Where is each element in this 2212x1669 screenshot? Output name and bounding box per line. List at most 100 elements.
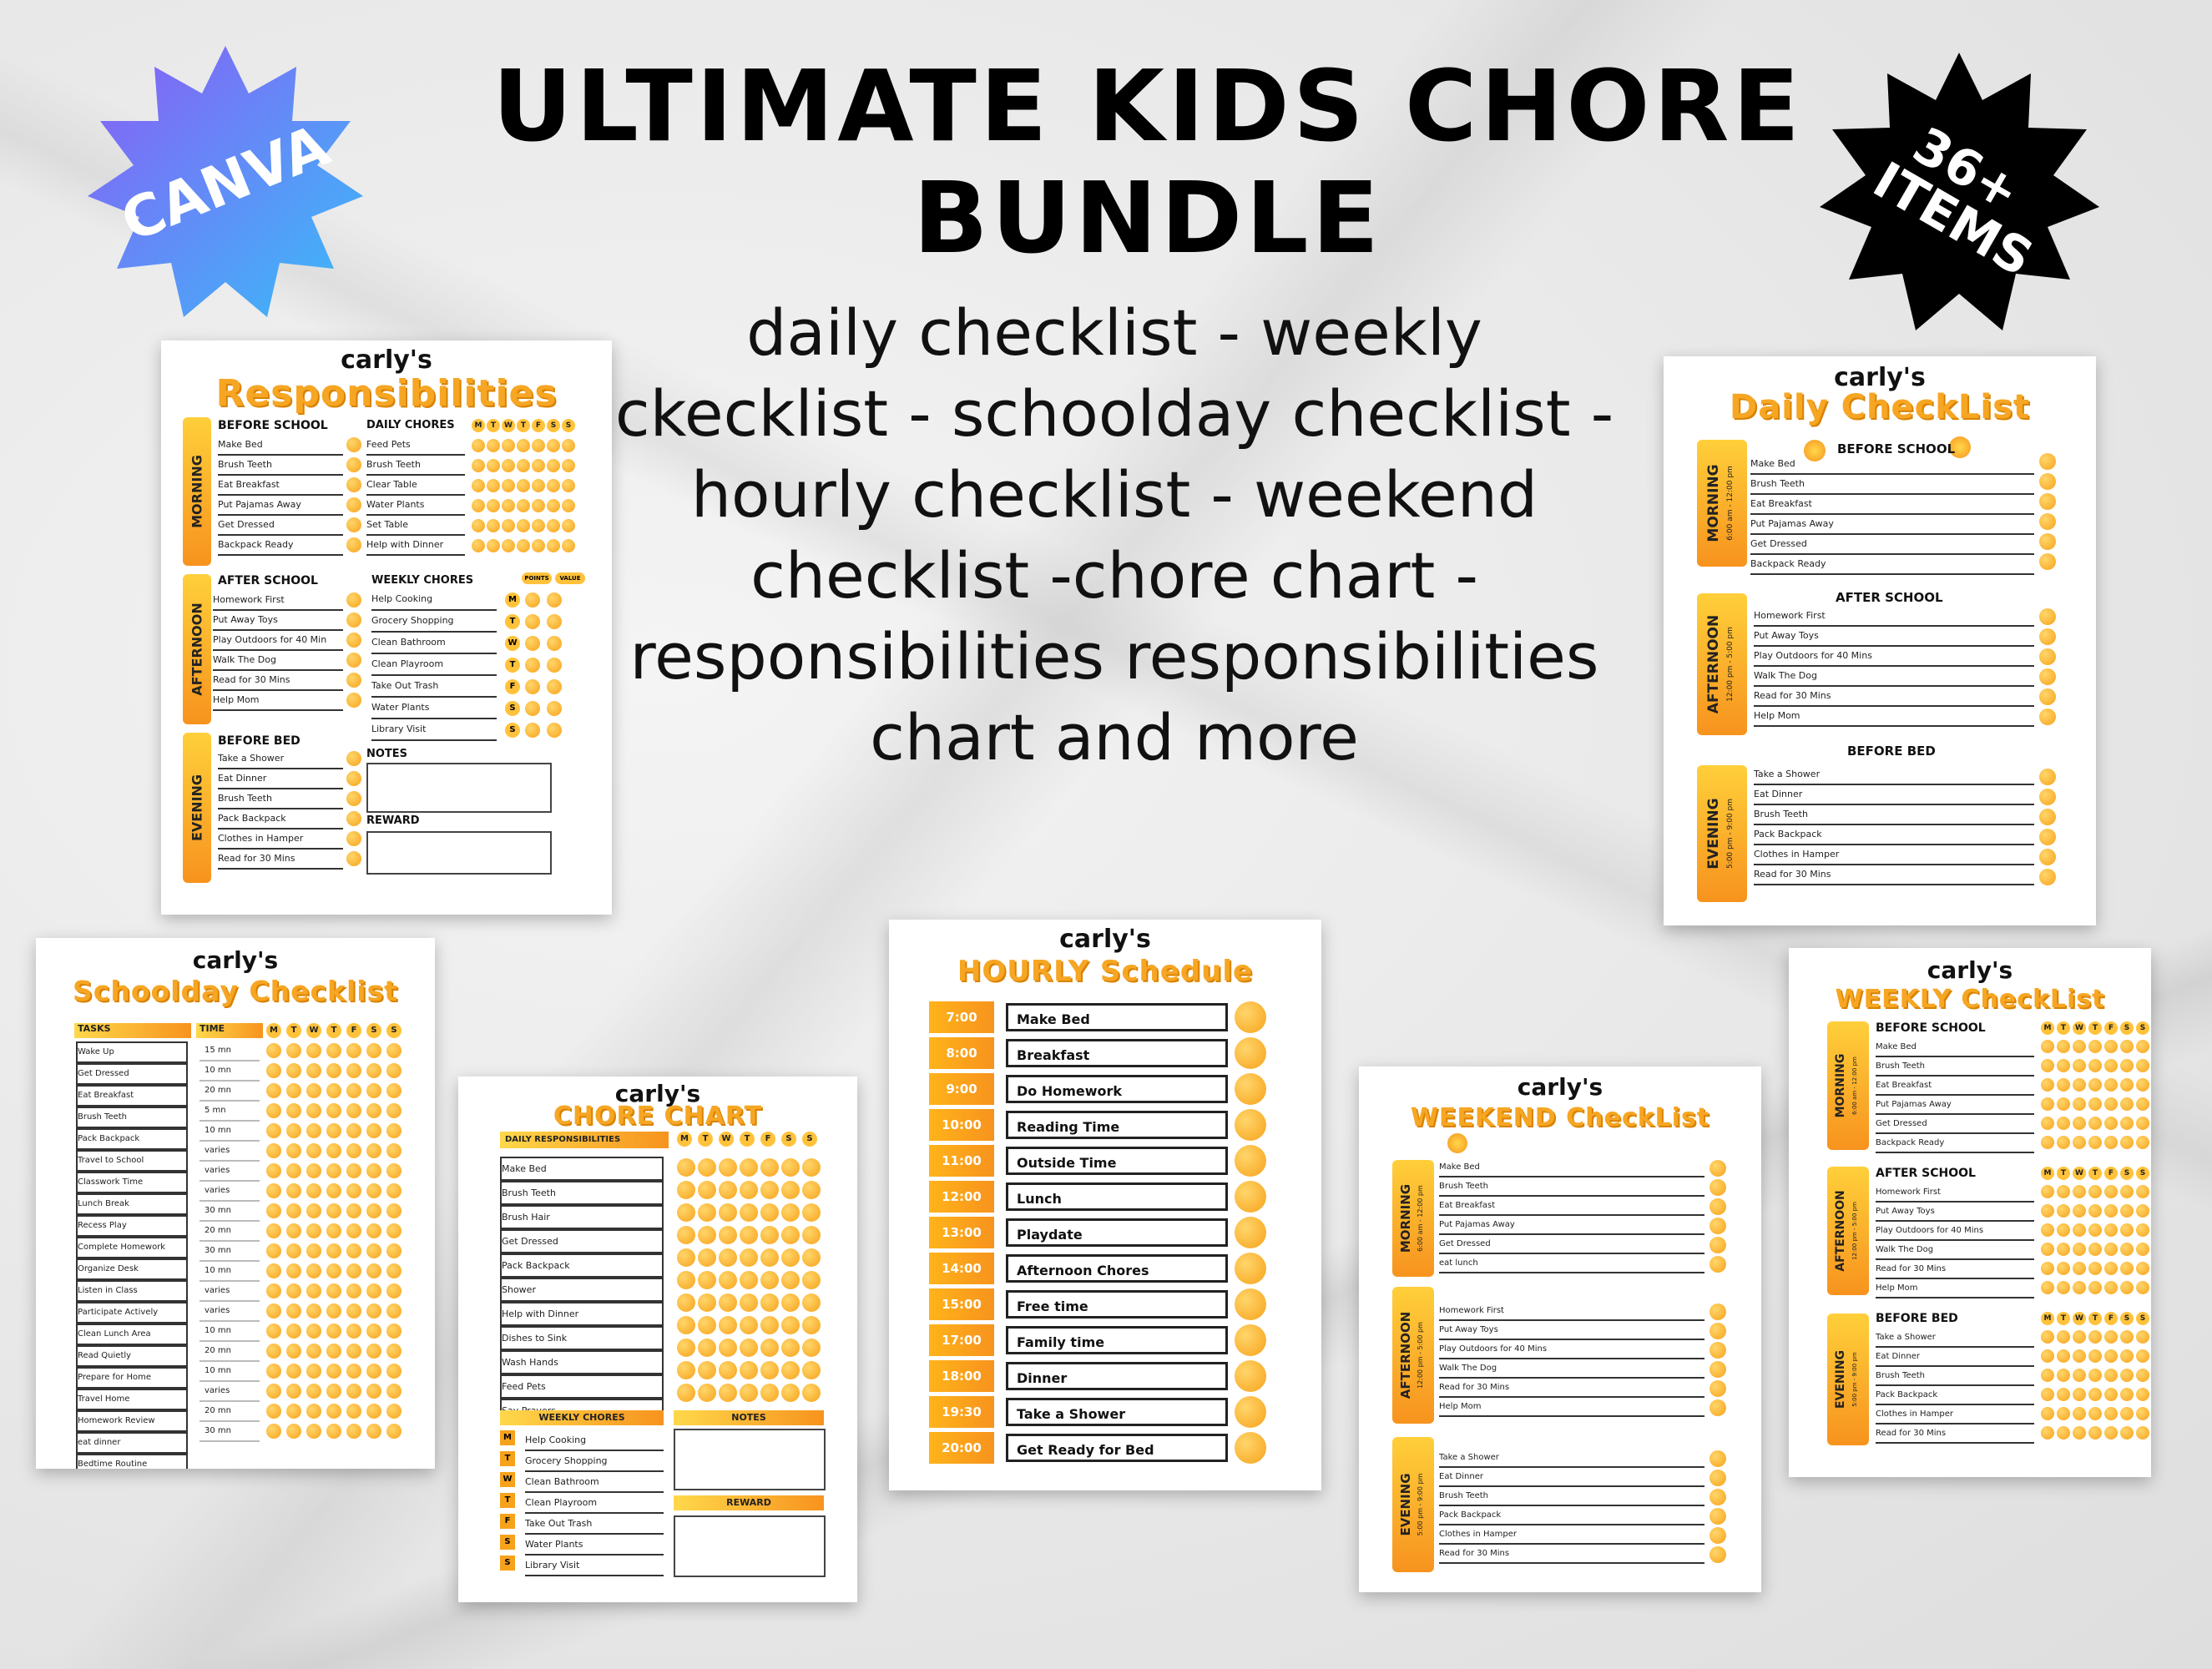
checkbox-dot [346,1364,361,1379]
list-item: Play Outdoors for 40 Min [213,631,343,651]
schedule-time: 15:00 [929,1288,994,1320]
checkbox-dot [532,479,545,492]
checkbox-dot [472,439,485,452]
checkbox-dot [740,1203,758,1222]
checkbox-dot [677,1339,695,1357]
checkbox-dot [1710,1160,1726,1177]
checkbox-dot [2057,1243,2070,1256]
list-item: Take Out Trash [371,676,497,698]
evening-list: Take a Shower Eat Dinner Brush Teeth Pack B… [1439,1449,1704,1564]
checkbox-dot [502,439,515,452]
morning-list: Make Bed Brush Teeth Eat Breakfast Put Paja… [1439,1158,1704,1273]
checkbox-dot [2104,1117,2118,1130]
morning-band-time: 6:00 am - 12:00 pm [1417,1185,1424,1252]
checkbox-dot [2136,1204,2149,1218]
list-item: Feed Pets [500,1374,664,1399]
day-label: T [517,419,530,432]
list-item: Put Away Toys [1876,1203,2034,1222]
checkbox-dot [346,1163,361,1178]
checkbox-dot [386,1103,401,1118]
list-item: Travel Home [76,1389,188,1410]
checkbox-dot [1235,1324,1266,1356]
list-item: Get Dressed [76,1063,188,1085]
reward-box [674,1515,826,1577]
checkbox-dot [366,1123,381,1138]
evening-band: EVENING 5:00 pm - 9:00 pm [1697,765,1747,902]
checkbox-dot [2039,553,2056,570]
checkbox-dot [2120,1281,2134,1294]
tasks-list: Wake Up Get Dressed Eat Breakfast Brush Tee… [76,1041,188,1469]
checkbox-dot [517,499,530,512]
checkbox-dot [286,1143,301,1158]
list-item: 20 mn [199,1342,260,1362]
checkbox-dot [326,1324,341,1339]
main-title: ULTIMATE KIDS CHORE BUNDLE [376,50,1920,274]
weekly-chores-list: Help Cooking Grocery Shopping Clean Bathro… [371,589,497,741]
checkbox-dot [2136,1407,2149,1420]
checkbox-dot [306,1283,321,1298]
checkbox-dot [346,613,361,628]
checkbox-dot [502,479,515,492]
checkbox-dot [472,459,485,472]
afternoon-checks [1710,1303,1726,1416]
list-item: Pack Backpack [218,809,343,829]
morning-band-label: MORNING [189,455,205,528]
checkbox-dot [719,1203,737,1222]
checkbox-dot [266,1364,281,1379]
list-item: Water Plants [371,698,497,719]
checkbox-dot [346,1143,361,1158]
checkbox-dot [677,1293,695,1312]
list-item: Shower [500,1278,664,1302]
checkbox-dot [306,1424,321,1439]
evening-band-title: EVENING [1705,798,1722,870]
checkbox-dot [2136,1262,2149,1275]
checkbox-dot [2041,1204,2054,1218]
morning-band-label: MORNING 6:00 am - 12:00 pm [1705,464,1739,542]
list-item: Read for 30 Mins [1754,865,2034,885]
checkbox-dot [2088,1369,2102,1382]
schedule-row: 14:00 Afternoon Chores [929,1253,1266,1284]
reward-header: REWARD [674,1495,824,1510]
checkbox-dot [2041,1136,2054,1149]
list-item: Clean Playroom [371,654,497,676]
day-label: T [2057,1021,2070,1035]
list-item: Put Away Toys [213,611,343,631]
checkbox-dot [2136,1059,2149,1072]
checkbox-dot [326,1123,341,1138]
list-item: Library Visit [525,1556,664,1576]
checkbox-dot [2041,1388,2054,1401]
starburst-icon [1820,53,2099,330]
day-label: M [266,1023,281,1038]
checkbox-dot [286,1324,301,1339]
time-header: TIME [196,1023,263,1038]
weekly-list: Help Cooking Grocery Shopping Clean Bathro… [525,1430,664,1576]
checkbox-dot [2104,1281,2118,1294]
schedule-time: 13:00 [929,1217,994,1248]
daily-checklist-card: carly's Daily CheckList BEFORE SCHOOL MOR… [1664,356,2096,925]
checkbox-dot [1710,1256,1726,1273]
checkbox-dot [326,1183,341,1198]
schedule-task: Do Homework [1006,1075,1228,1103]
day-label: S [386,1023,401,1038]
checkbox-dot [306,1384,321,1399]
checkbox-dot [802,1203,821,1222]
checkbox-dot [366,1223,381,1238]
checkbox-dot [326,1283,341,1298]
checkbox-dot [386,1163,401,1178]
list-item: Homework First [1754,607,2034,627]
checkbox-dot [346,1384,361,1399]
afternoon-band-time: 12:00 pm - 5:00 pm [1726,627,1735,702]
checkbox-dot [286,1183,301,1198]
list-item: varies [199,1382,260,1402]
day-label: T [286,1023,301,1038]
list-item: Recess Play [76,1215,188,1237]
list-item: 10 mn [199,1322,260,1342]
list-item: Take a Shower [1754,765,2034,785]
checkbox-dot [2088,1204,2102,1218]
list-item: Play Outdoors for 40 Mins [1439,1340,1704,1359]
checkbox-dot [781,1316,800,1334]
list-item: Bedtime Routine [76,1454,188,1469]
checkbox-dot [306,1103,321,1118]
